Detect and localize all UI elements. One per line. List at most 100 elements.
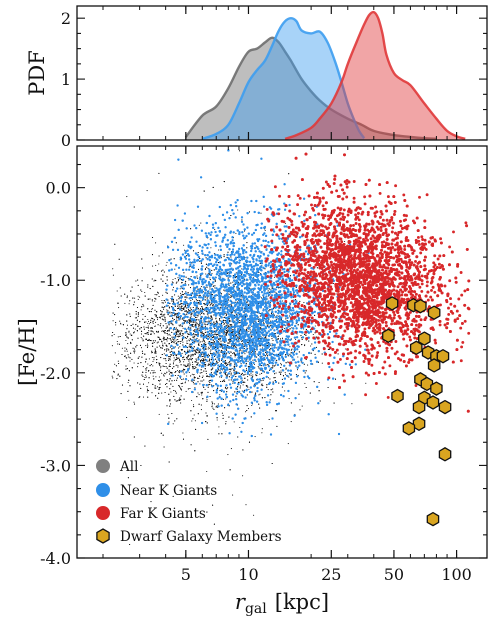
star-point-all [309,329,312,331]
star-point-all [164,349,166,351]
star-point-all [295,338,297,341]
star-point-all [179,361,181,363]
star-point-all [153,359,155,361]
star-point-all [151,369,153,372]
star-point-all [166,338,168,340]
star-point-all [177,334,179,336]
star-point-all [288,315,290,317]
star-point-all [209,361,211,363]
star-point-all [223,317,225,319]
star-point-all [203,386,205,388]
star-point-all [197,268,200,270]
star-point-all [198,224,200,226]
star-point-all [168,373,171,375]
star-point-all [187,363,189,365]
star-point-all [151,356,153,359]
star-point-all [165,264,167,266]
star-point-all [193,338,195,340]
star-point-all [164,320,166,322]
star-point-all [115,322,117,324]
star-point-all [170,341,173,343]
pdf-ytick-label: 1 [61,70,71,89]
star-point-all [159,365,161,367]
star-point-all [154,350,156,352]
star-point-all [290,421,292,423]
star-point-all [162,345,164,347]
star-point-all [129,300,131,302]
star-point-all [288,311,290,313]
star-point-all [260,327,262,329]
star-point-all [219,339,221,341]
star-point-all [145,361,147,363]
star-point-all [209,277,211,279]
star-point-all [152,375,154,377]
star-point-all [213,403,216,405]
star-point-all [200,392,202,394]
star-point-all [299,409,301,411]
star-point-all [192,321,194,323]
star-point-all [246,369,248,372]
star-point-all [137,284,139,286]
star-point-all [215,352,217,354]
star-point-all [169,405,171,407]
star-point-all [195,361,197,363]
star-point-all [186,375,188,377]
star-point-all [166,332,168,335]
star-point-all [184,299,187,301]
star-point-all [303,328,305,330]
star-point-all [201,355,204,358]
star-point-all [214,323,216,325]
star-point-all [270,389,272,391]
star-point-all [204,268,206,270]
star-point-all [124,302,126,304]
star-point-all [272,308,275,310]
star-point-all [133,401,135,403]
star-point-all [201,326,203,329]
star-point-all [183,398,185,400]
star-point-all [166,367,168,369]
star-point-all [158,295,160,298]
star-point-all [145,376,147,378]
star-point-all [206,470,208,473]
star-point-all [204,267,207,269]
star-point-all [269,325,271,327]
star-point-all [163,372,166,374]
pdf-ytick-label: 0 [61,131,71,150]
star-point-all [312,333,314,336]
star-point-all [166,336,169,339]
star-point-all [191,361,194,363]
star-point-all [154,325,156,328]
star-point-all [168,421,170,423]
star-point-all [232,281,234,283]
star-point-all [184,249,186,251]
star-point-all [176,308,179,310]
star-point-all [224,334,227,336]
star-point-all [188,364,190,366]
star-point-all [139,396,141,398]
star-point-all [189,338,191,340]
star-point-all [151,351,153,354]
star-point-all [259,315,261,317]
star-point-all [190,300,192,302]
star-point-all [197,381,199,383]
star-point-all [172,385,174,387]
star-point-all [229,338,231,340]
star-point-all [233,421,235,423]
star-point-all [311,343,313,345]
star-point-all [168,333,170,335]
star-point-all [179,370,181,372]
star-point-all [180,294,182,296]
star-point-all [288,376,290,378]
star-point-all [274,373,276,375]
star-point-all [315,346,317,348]
star-point-all [246,242,248,244]
star-point-all [182,332,184,335]
star-point-all [244,353,246,355]
star-point-all [224,331,226,333]
star-point-all [230,320,232,322]
star-point-all [206,313,208,315]
star-point-all [225,375,227,377]
star-point-all [128,356,130,358]
star-point-all [200,222,202,224]
star-point-all [126,328,128,330]
